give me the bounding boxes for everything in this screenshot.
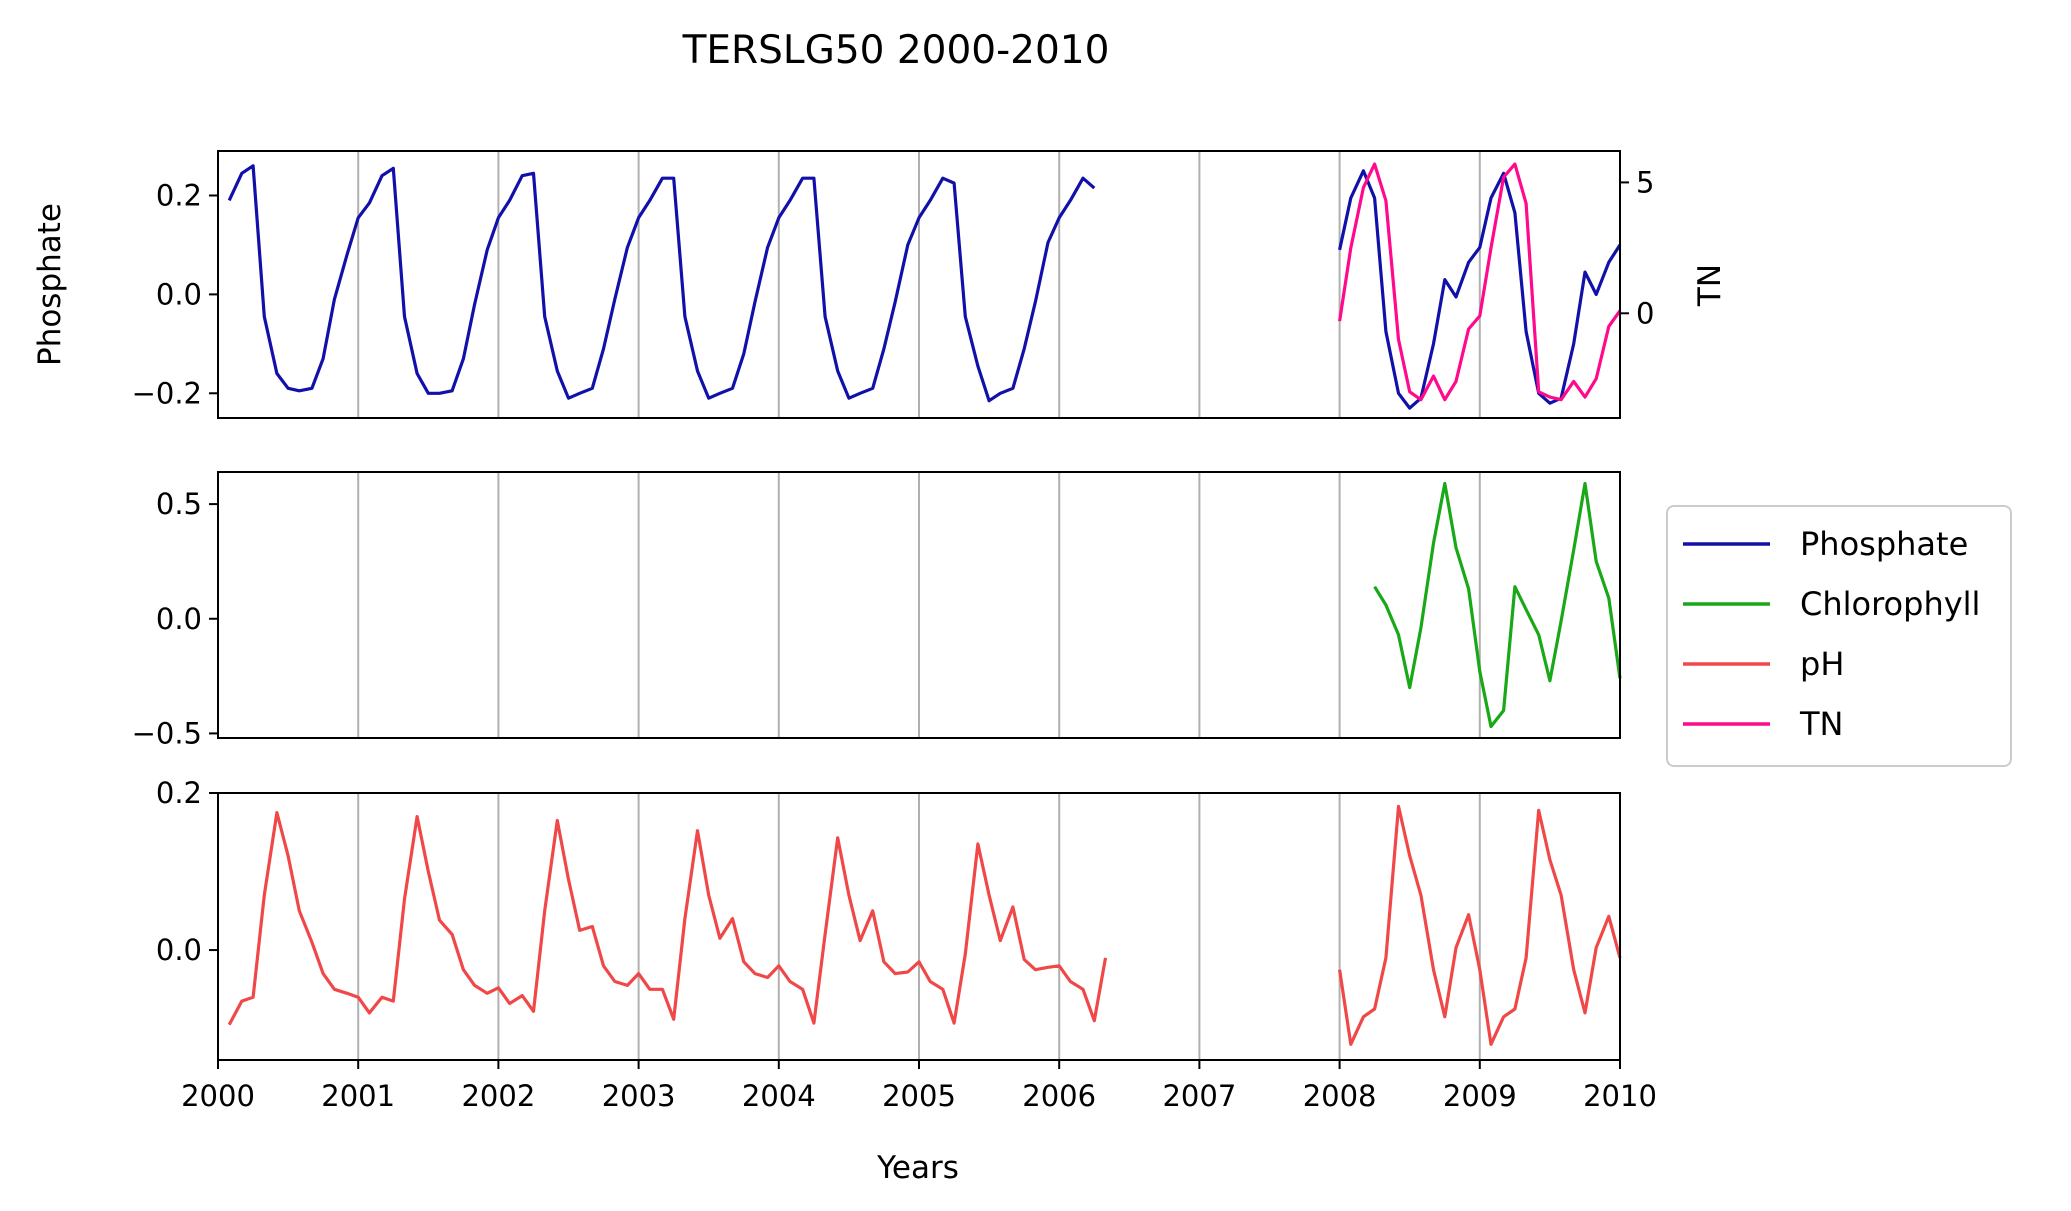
- panel-bottom: 0.0 0.2 2000 2001 2002 2003 2004 2005 2006 2007 20…: [156, 776, 1657, 1113]
- legend: Phosphate Chlorophyll pH TN: [1666, 505, 2012, 767]
- y-tick-label: 0.0: [156, 277, 202, 311]
- panel-frame: [217, 471, 1621, 739]
- x-tick-label: 2006: [1022, 1079, 1096, 1113]
- legend-frame: [1666, 505, 2012, 767]
- x-tick-label: 2007: [1162, 1079, 1236, 1113]
- panel-top: −0.2 0.0 0.2 Phosphate 0 5 TN: [32, 150, 1728, 419]
- y-tick-label: −0.2: [132, 376, 202, 410]
- y2-axis-label: TN: [1692, 264, 1728, 307]
- y2-tick-label: 5: [1636, 165, 1654, 199]
- series-line-ph: [227, 804, 1622, 1046]
- series-line-tn: [1338, 162, 1622, 402]
- x-axis-label: Years: [876, 1150, 959, 1186]
- x-tick-label: 2000: [181, 1079, 255, 1113]
- x-tick-label: 2002: [461, 1079, 535, 1113]
- series-line-chlorophyll: [1373, 481, 1622, 729]
- y-tick-label: 0.0: [156, 933, 202, 967]
- series-line-phosphate: [227, 164, 1622, 410]
- y-tick-label: 0.2: [156, 179, 202, 213]
- x-tick-label: 2008: [1303, 1079, 1377, 1113]
- x-tick-label: 2010: [1583, 1079, 1657, 1113]
- legend-label: pH: [1800, 645, 1844, 683]
- y2-tick-label: 0: [1636, 296, 1654, 330]
- x-tick-label: 2004: [742, 1079, 816, 1113]
- x-tick-label: 2009: [1443, 1079, 1517, 1113]
- x-tick-label: 2001: [321, 1079, 395, 1113]
- y-tick-label: 0.0: [156, 602, 202, 636]
- panels-layer: −0.2 0.0 0.2 Phosphate 0 5 TN −0.5 0.0 0.5 0.0 0.2 2…: [32, 150, 1728, 1113]
- panel-middle: −0.5 0.0 0.5: [132, 471, 1622, 750]
- y-tick-label: 0.2: [156, 776, 202, 810]
- y-tick-label: −0.5: [132, 716, 202, 750]
- chart-title: TERSLG50 2000-2010: [682, 28, 1110, 73]
- x-tick-label: 2003: [602, 1079, 676, 1113]
- y-axis-label: Phosphate: [32, 203, 68, 366]
- legend-label: Phosphate: [1800, 525, 1968, 563]
- legend-label: Chlorophyll: [1800, 585, 1980, 623]
- y-tick-label: 0.5: [156, 487, 202, 521]
- x-tick-label: 2005: [882, 1079, 956, 1113]
- legend-label: TN: [1799, 705, 1843, 743]
- panel-frame: [217, 150, 1621, 419]
